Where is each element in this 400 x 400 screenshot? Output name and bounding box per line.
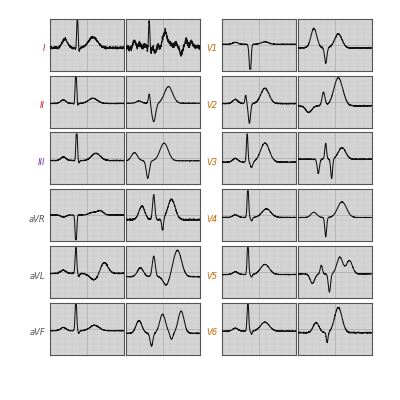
Text: I: I xyxy=(43,44,45,54)
Text: V5: V5 xyxy=(206,272,217,281)
Text: V2: V2 xyxy=(206,101,217,110)
Text: V3: V3 xyxy=(206,158,217,167)
Text: V1: V1 xyxy=(206,44,217,54)
Text: aVF: aVF xyxy=(30,328,45,338)
Text: III: III xyxy=(38,158,45,167)
Text: aVR: aVR xyxy=(28,215,45,224)
Text: II: II xyxy=(40,101,45,110)
Text: V4: V4 xyxy=(206,215,217,224)
Text: aVL: aVL xyxy=(30,272,45,281)
Text: V6: V6 xyxy=(206,328,217,338)
